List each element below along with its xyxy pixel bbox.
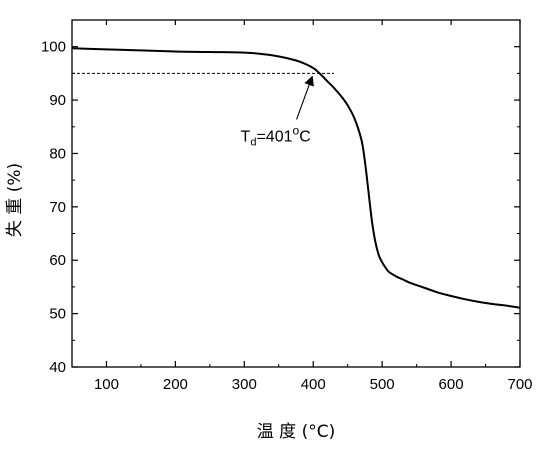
annotation-arrow xyxy=(296,75,314,120)
y-tick-label: 100 xyxy=(41,39,66,56)
annotation-degree: o xyxy=(293,123,300,137)
y-tick-label: 60 xyxy=(49,252,66,269)
ticks-group: 100 200 300 400 500 600 700 40 50 60 70 80 90 100 xyxy=(41,20,533,393)
x-tick-label: 600 xyxy=(439,376,464,393)
annotation-value: =401 xyxy=(256,128,292,145)
plot-frame xyxy=(71,19,521,368)
annotation-main: T xyxy=(241,128,251,145)
x-tick-label: 500 xyxy=(370,376,395,393)
x-tick-label: 700 xyxy=(507,376,532,393)
x-axis-label: 温 度 (°C) xyxy=(257,422,335,442)
y-tick-label: 40 xyxy=(49,359,66,376)
y-tick-label: 50 xyxy=(49,306,66,323)
y-tick-label: 90 xyxy=(49,92,66,109)
annotation-unit: C xyxy=(299,128,311,145)
x-tick-label: 300 xyxy=(232,376,257,393)
y-axis-label: 失 重 (%) xyxy=(5,163,25,237)
series-line xyxy=(71,47,521,309)
x-tick-label: 400 xyxy=(301,376,326,393)
y-tick-label: 80 xyxy=(49,145,66,162)
x-tick-label: 100 xyxy=(94,376,119,393)
x-tick-label: 200 xyxy=(163,376,188,393)
annotation-group: Td=401oC xyxy=(241,75,314,148)
y-tick-label: 70 xyxy=(49,199,66,216)
annotation-sub: d xyxy=(250,136,256,148)
series-group xyxy=(71,47,521,309)
annotation-label: Td=401oC xyxy=(241,123,311,148)
